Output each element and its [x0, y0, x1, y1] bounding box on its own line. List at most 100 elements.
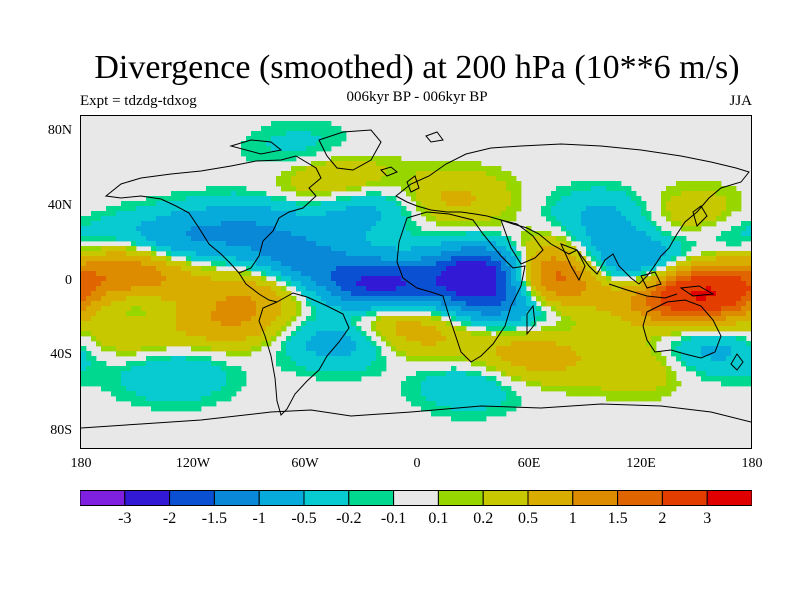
field-cell	[606, 231, 612, 237]
field-cell	[731, 261, 737, 267]
field-cell	[321, 376, 327, 382]
field-cell	[156, 291, 162, 297]
field-cell	[221, 206, 227, 212]
field-cell	[326, 311, 332, 317]
field-cell	[271, 316, 277, 322]
field-cell	[686, 271, 692, 277]
field-cell	[376, 296, 382, 302]
field-cell	[261, 261, 267, 267]
field-cell	[221, 371, 227, 377]
field-cell	[271, 126, 277, 132]
field-cell	[411, 166, 417, 172]
field-cell	[221, 271, 227, 277]
field-cell	[241, 301, 247, 307]
field-cell	[681, 191, 687, 197]
field-cell	[221, 236, 227, 242]
field-cell	[456, 331, 462, 337]
field-cell	[716, 316, 722, 322]
field-cell	[516, 321, 522, 327]
field-cell	[191, 281, 197, 287]
field-cell	[421, 341, 427, 347]
field-cell	[86, 306, 92, 312]
field-cell	[586, 241, 592, 247]
field-cell	[646, 276, 652, 282]
field-cell	[671, 191, 677, 197]
field-cell	[166, 201, 172, 207]
field-cell	[701, 271, 707, 277]
field-cell	[606, 311, 612, 317]
field-cell	[236, 331, 242, 337]
field-cell	[151, 331, 157, 337]
field-cell	[211, 231, 217, 237]
field-cell	[211, 301, 217, 307]
field-cell	[601, 186, 607, 192]
field-cell	[721, 191, 727, 197]
field-cell	[706, 181, 712, 187]
field-cell	[176, 361, 182, 367]
field-cell	[596, 226, 602, 232]
field-cell	[561, 276, 567, 282]
field-cell	[176, 296, 182, 302]
field-cell	[396, 231, 402, 237]
field-cell	[561, 306, 567, 312]
field-cell	[291, 331, 297, 337]
field-cell	[431, 276, 437, 282]
field-cell	[726, 206, 732, 212]
field-cell	[131, 301, 137, 307]
field-cell	[121, 236, 127, 242]
field-cell	[316, 346, 322, 352]
field-cell	[376, 176, 382, 182]
field-cell	[386, 221, 392, 227]
field-cell	[501, 296, 507, 302]
field-cell	[336, 196, 342, 202]
field-cell	[606, 346, 612, 352]
field-cell	[326, 161, 332, 167]
field-cell	[546, 371, 552, 377]
field-cell	[416, 341, 422, 347]
field-cell	[216, 206, 222, 212]
field-cell	[436, 316, 442, 322]
field-cell	[516, 251, 522, 257]
field-cell	[606, 376, 612, 382]
field-cell	[581, 331, 587, 337]
field-cell	[96, 306, 102, 312]
field-cell	[611, 351, 617, 357]
field-cell	[556, 251, 562, 257]
field-cell	[476, 341, 482, 347]
field-cell	[191, 286, 197, 292]
field-cell	[721, 206, 727, 212]
field-cell	[631, 296, 637, 302]
field-cell	[556, 341, 562, 347]
field-cell	[161, 341, 167, 347]
field-cell	[711, 216, 717, 222]
field-cell	[81, 216, 87, 222]
field-cell	[231, 366, 237, 372]
field-cell	[676, 206, 682, 212]
field-cell	[321, 121, 327, 127]
field-cell	[291, 166, 297, 172]
field-cell	[366, 341, 372, 347]
field-cell	[601, 216, 607, 222]
field-cell	[486, 326, 492, 332]
field-cell	[376, 256, 382, 262]
field-cell	[231, 251, 237, 257]
field-cell	[166, 231, 172, 237]
field-cell	[216, 271, 222, 277]
field-cell	[376, 351, 382, 357]
field-cell	[726, 341, 732, 347]
field-cell	[471, 266, 477, 272]
field-cell	[291, 316, 297, 322]
field-cell	[551, 256, 557, 262]
field-cell	[341, 341, 347, 347]
field-cell	[476, 286, 482, 292]
field-cell	[321, 311, 327, 317]
field-cell	[281, 206, 287, 212]
field-cell	[186, 336, 192, 342]
field-cell	[336, 241, 342, 247]
field-cell	[386, 341, 392, 347]
field-cell	[291, 126, 297, 132]
field-cell	[226, 221, 232, 227]
field-cell	[391, 331, 397, 337]
field-cell	[141, 311, 147, 317]
field-cell	[406, 231, 412, 237]
